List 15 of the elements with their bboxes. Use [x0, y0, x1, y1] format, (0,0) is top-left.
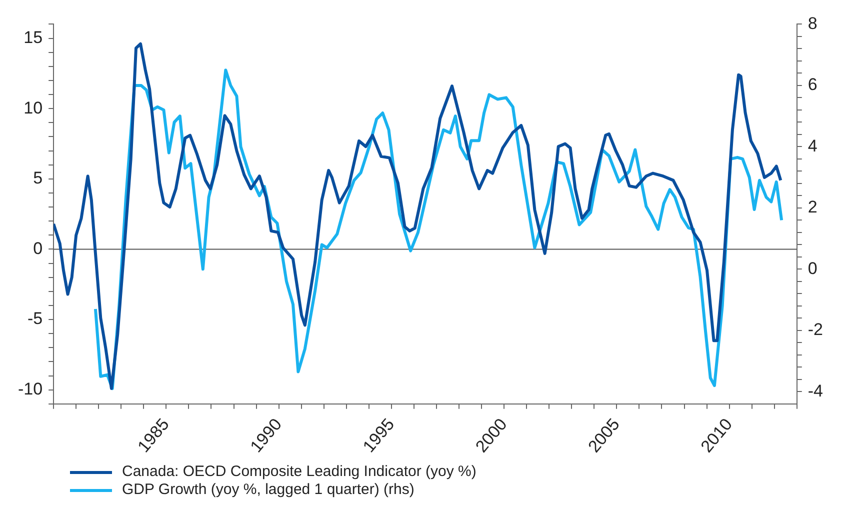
y-tick-label: 0 — [33, 238, 43, 258]
y-tick-label: 10 — [24, 98, 43, 118]
y2-tick-label: 2 — [808, 198, 818, 217]
y-tick-label: -5 — [27, 309, 43, 328]
legend-label: Canada: OECD Composite Leading Indicator (yoy %) — [122, 463, 476, 481]
y-tick-label: 15 — [24, 28, 43, 47]
y2-tick-label: 6 — [808, 75, 818, 94]
y-tick-label: -10 — [18, 380, 43, 399]
y2-tick-label: 8 — [808, 14, 818, 33]
y2-tick-label: 4 — [808, 136, 818, 156]
y2-tick-label: -2 — [808, 320, 824, 340]
legend-label: GDP Growth (yoy %, lagged 1 quarter) (rhs) — [122, 481, 414, 499]
y-tick-label: 5 — [33, 168, 43, 188]
y2-tick-label: 0 — [808, 258, 818, 278]
y2-tick-label: -4 — [808, 381, 824, 400]
